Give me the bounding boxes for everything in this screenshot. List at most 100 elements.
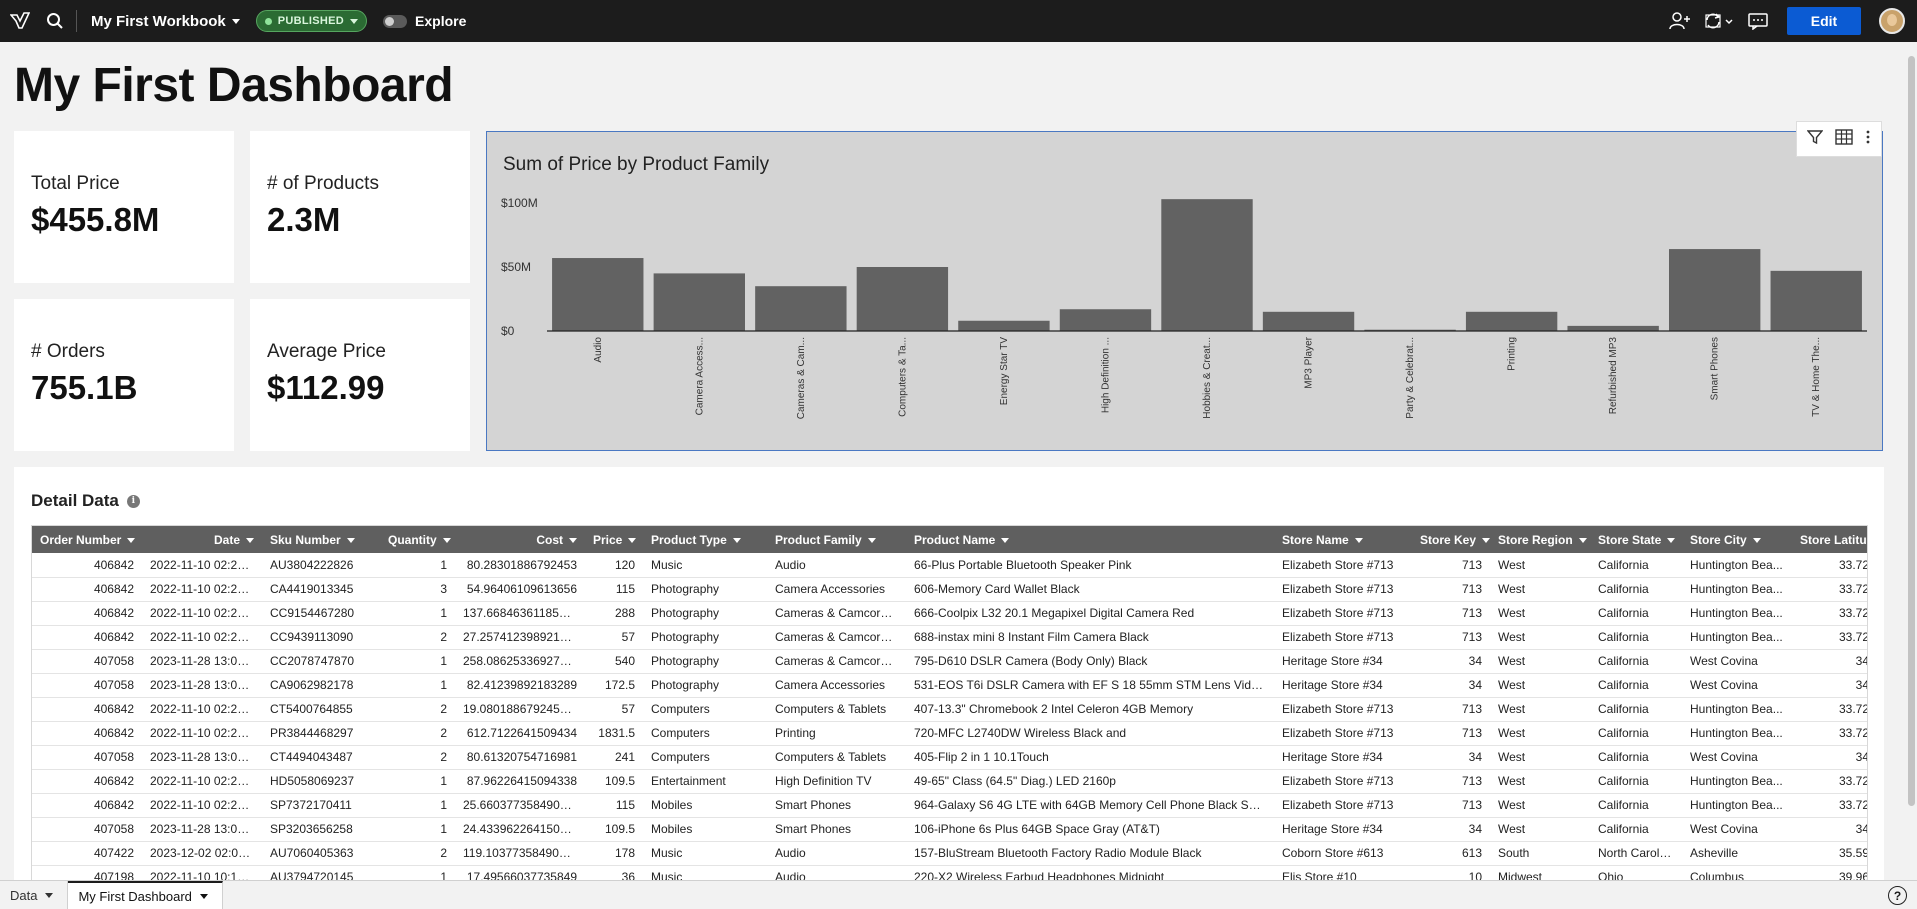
table-cell[interactable]: 57 — [585, 625, 643, 650]
table-cell[interactable]: Elizabeth Store #713 — [1274, 721, 1412, 746]
table-cell[interactable]: 109.5 — [585, 817, 643, 842]
table-cell[interactable]: 666-Coolpix L32 20.1 Megapixel Digital C… — [906, 601, 1274, 626]
chevron-down-icon[interactable] — [569, 537, 577, 543]
table-cell[interactable]: West — [1490, 745, 1590, 770]
table-cell[interactable]: Computers & Tablets — [767, 697, 906, 722]
table-cell[interactable]: High Definition TV — [767, 769, 906, 794]
table-cell[interactable]: California — [1590, 745, 1682, 770]
column-header[interactable]: Store Key — [1412, 526, 1491, 553]
table-cell[interactable]: Camera Accessories — [767, 673, 906, 698]
table-cell[interactable]: 2023-11-28 13:00:12 — [142, 673, 262, 698]
chart-bar[interactable] — [552, 258, 644, 331]
table-cell[interactable]: West — [1490, 625, 1590, 650]
table-cell[interactable]: California — [1590, 793, 1682, 818]
table-cell[interactable]: CA4419013345 — [262, 577, 380, 602]
table-cell[interactable]: 35.59 — [1792, 841, 1867, 866]
table-cell[interactable]: Coborn Store #613 — [1274, 841, 1412, 866]
table-cell[interactable]: Elizabeth Store #713 — [1274, 553, 1412, 578]
table-cell[interactable]: 2 — [380, 697, 455, 722]
tab-data[interactable]: Data — [0, 881, 69, 909]
chevron-down-icon[interactable] — [628, 537, 637, 543]
table-cell[interactable]: Music — [643, 841, 767, 866]
table-cell[interactable]: CC9439113090 — [262, 625, 380, 650]
table-cell[interactable]: CC9154467280 — [262, 601, 380, 626]
table-cell[interactable]: 33.72 — [1792, 625, 1867, 650]
table-cell[interactable]: Huntington Bea... — [1682, 553, 1792, 578]
table-cell[interactable]: 407058 — [32, 649, 142, 674]
table-row[interactable]: 406842 2022-11-10 02:29:53 CC9154467280 1 13… — [32, 601, 1867, 626]
table-cell[interactable]: Cameras & Camcorders — [767, 601, 906, 626]
table-cell[interactable]: SP3203656258 — [262, 817, 380, 842]
table-cell[interactable]: 33.72 — [1792, 697, 1867, 722]
chart-bar[interactable] — [1161, 199, 1253, 331]
table-cell[interactable]: 34 — [1792, 649, 1867, 674]
table-cell[interactable]: 1 — [380, 793, 455, 818]
table-cell[interactable]: SP7372170411 — [262, 793, 380, 818]
table-cell[interactable]: 407058 — [32, 673, 142, 698]
filter-icon[interactable] — [1806, 129, 1824, 150]
table-cell[interactable]: HD5058069237 — [262, 769, 380, 794]
table-cell[interactable]: 2023-12-02 02:08:58 — [142, 841, 262, 866]
chart-bar[interactable] — [1262, 311, 1355, 331]
table-cell[interactable]: Printing — [767, 721, 906, 746]
table-cell[interactable]: 82.41239892183289 — [455, 673, 585, 698]
table-cell[interactable]: 2023-11-28 13:00:12 — [142, 817, 262, 842]
table-cell[interactable]: 407058 — [32, 745, 142, 770]
table-cell[interactable]: 49-65" Class (64.5" Diag.) LED 2160p — [906, 769, 1274, 794]
table-cell[interactable]: 531-EOS T6i DSLR Camera with EF S 18 55m… — [906, 673, 1274, 698]
scrollbar-thumb[interactable] — [1908, 56, 1915, 806]
refresh-menu-icon[interactable] — [1697, 0, 1741, 42]
chart-bar[interactable] — [1465, 311, 1558, 331]
table-cell[interactable]: 407058 — [32, 817, 142, 842]
table-cell[interactable]: 1 — [380, 673, 455, 698]
table-cell[interactable]: 54.96406109613656 — [455, 577, 585, 602]
table-row[interactable]: 406842 2022-11-10 02:29:53 CC9439113090 2 27… — [32, 625, 1867, 650]
table-cell[interactable]: 109.5 — [585, 769, 643, 794]
table-cell[interactable]: 137.66846361185983 — [455, 601, 585, 626]
table-cell[interactable]: Huntington Bea... — [1682, 577, 1792, 602]
table-cell[interactable]: West — [1490, 649, 1590, 674]
table-cell[interactable]: 33.72 — [1792, 769, 1867, 794]
table-cell[interactable]: 115 — [585, 793, 643, 818]
table-cell[interactable]: California — [1590, 721, 1682, 746]
table-cell[interactable]: 115 — [585, 577, 643, 602]
table-cell[interactable]: Huntington Bea... — [1682, 697, 1792, 722]
table-cell[interactable]: Elizabeth Store #713 — [1274, 625, 1412, 650]
table-cell[interactable]: Audio — [767, 841, 906, 866]
table-cell[interactable]: 713 — [1412, 721, 1490, 746]
table-cell[interactable]: Music — [643, 553, 767, 578]
table-cell[interactable]: CA9062982178 — [262, 673, 380, 698]
table-cell[interactable]: West — [1490, 577, 1590, 602]
table-cell[interactable]: West — [1490, 793, 1590, 818]
table-cell[interactable]: 713 — [1412, 697, 1490, 722]
page-scrollbar[interactable] — [1906, 48, 1916, 878]
published-status-badge[interactable]: PUBLISHED — [255, 10, 368, 32]
comment-icon[interactable] — [1741, 0, 1775, 42]
table-cell[interactable]: 407-13.3" Chromebook 2 Intel Celeron 4GB… — [906, 697, 1274, 722]
table-cell[interactable]: 33.72 — [1792, 601, 1867, 626]
table-cell[interactable]: Computers & Tablets — [767, 745, 906, 770]
table-cell[interactable]: 106-iPhone 6s Plus 64GB Space Gray (AT&T… — [906, 817, 1274, 842]
table-cell[interactable]: Elizabeth Store #713 — [1274, 577, 1412, 602]
table-cell[interactable]: California — [1590, 577, 1682, 602]
table-cell[interactable]: West — [1490, 769, 1590, 794]
chevron-down-icon[interactable] — [127, 537, 136, 543]
table-cell[interactable]: California — [1590, 769, 1682, 794]
table-cell[interactable]: 2 — [380, 721, 455, 746]
table-cell[interactable]: Asheville — [1682, 841, 1792, 866]
table-cell[interactable]: Computers — [643, 721, 767, 746]
table-row[interactable]: 406842 2022-11-10 02:29:53 PR3844468297 2 61… — [32, 721, 1867, 746]
table-cell[interactable]: 2022-11-10 02:29:53 — [142, 769, 262, 794]
table-cell[interactable]: 2 — [380, 841, 455, 866]
table-cell[interactable]: PR3844468297 — [262, 721, 380, 746]
table-cell[interactable]: California — [1590, 601, 1682, 626]
table-cell[interactable]: 406842 — [32, 601, 142, 626]
table-cell[interactable]: California — [1590, 817, 1682, 842]
chart-bar[interactable] — [1364, 329, 1456, 331]
table-row[interactable]: 407058 2023-11-28 13:00:12 CC2078747870 1 25… — [32, 649, 1867, 674]
bar-chart-card[interactable]: Sum of Price by Product Family $0 $50M $10… — [486, 131, 1883, 451]
table-cell[interactable]: 2022-11-10 02:29:53 — [142, 553, 262, 578]
table-cell[interactable]: AU7060405363 — [262, 841, 380, 866]
table-row[interactable]: 407422 2023-12-02 02:08:58 AU7060405363 2 11… — [32, 841, 1867, 866]
table-cell[interactable]: 406842 — [32, 697, 142, 722]
